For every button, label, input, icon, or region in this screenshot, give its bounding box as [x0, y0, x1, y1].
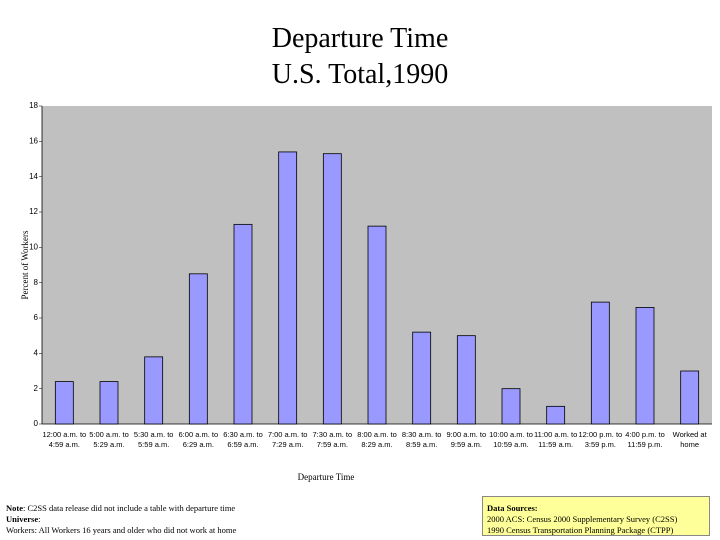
note: Note: C2SS data release did not include …: [6, 503, 236, 536]
y-axis-label: Percent of Workers: [20, 230, 30, 300]
x-tick-label: 8:30 a.m. to 8:59 a.m.: [401, 430, 442, 449]
y-tick-label: 6: [34, 313, 39, 322]
bar: [233, 223, 253, 425]
bar: [144, 356, 164, 425]
universe-detail: Workers: All Workers 16 years and older …: [6, 525, 237, 535]
chart-subtitle: U.S. Total,1990: [271, 59, 449, 90]
bar: [412, 331, 432, 425]
sources-box: Data Sources: 2000 ACS: Census 2000 Suppl…: [482, 496, 710, 536]
y-tick-label: 8: [34, 278, 39, 287]
bar: [99, 381, 119, 425]
y-tick-label: 10: [29, 242, 38, 251]
bar: [322, 153, 342, 425]
x-tick-label: 11:00 a.m. to 11:59 a.m.: [534, 430, 578, 449]
x-tick-label: 4:00 p.m. to 11:59 p.m.: [625, 430, 665, 449]
source: 1990 Census Transportation Planning Pack…: [487, 525, 674, 535]
x-tick-label: 6:00 a.m. to 6:29 a.m.: [178, 430, 219, 449]
y-tick-label: 12: [29, 207, 38, 216]
x-tick-label: 5:30 a.m. to 5:59 a.m.: [133, 430, 174, 449]
bar: [278, 151, 298, 425]
x-tick-label: 12:00 p.m. to 3:59 p.m.: [578, 430, 623, 449]
sources-title: Data Sources:: [487, 503, 538, 513]
y-tick-label: 16: [29, 136, 38, 145]
y-tick-label: 14: [29, 172, 38, 181]
y-tick-label: 4: [34, 348, 39, 357]
bar: [501, 388, 521, 425]
x-tick-label: Worked at home: [672, 430, 707, 449]
bar: [635, 306, 655, 425]
chart-title: Departure Time: [271, 23, 449, 54]
bar: [680, 370, 700, 425]
universe-text: :: [38, 514, 41, 524]
x-tick-label: 8:00 a.m. to 8:29 a.m.: [357, 430, 397, 449]
y-tick-label: 2: [34, 384, 39, 393]
bar: [546, 405, 566, 425]
source: 2000 ACS: Census 2000 Supplementary Surv…: [487, 514, 678, 524]
y-tick-label: 0: [34, 419, 39, 428]
bar: [54, 381, 74, 425]
x-tick-label: 12:00 a.m. to 4:59 a.m.: [42, 430, 87, 449]
bar: [456, 335, 476, 425]
note-text: : C2SS data release did not include a ta…: [23, 503, 236, 513]
bar: [188, 273, 208, 425]
x-tick-label: 7:00 a.m. to 7:29 a.m.: [267, 430, 308, 449]
x-tick-label: 6:30 a.m. to 6:59 a.m.: [223, 430, 263, 449]
note-label: Note: [6, 503, 23, 513]
x-tick-label: 5:00 a.m. to 5:29 a.m.: [89, 430, 129, 449]
universe-label: Universe: [6, 514, 39, 524]
bar: [590, 301, 610, 425]
x-tick-label: 9:00 a.m. to 9:59 a.m.: [446, 430, 487, 449]
x-tick-label: 7:30 a.m. to 7:59 a.m.: [312, 430, 353, 449]
y-tick-label: 18: [29, 101, 38, 110]
x-axis-label: Departure Time: [298, 472, 355, 482]
bar: [367, 225, 387, 425]
x-tick-label: 10:00 a.m. to 10:59 a.m.: [489, 430, 533, 449]
